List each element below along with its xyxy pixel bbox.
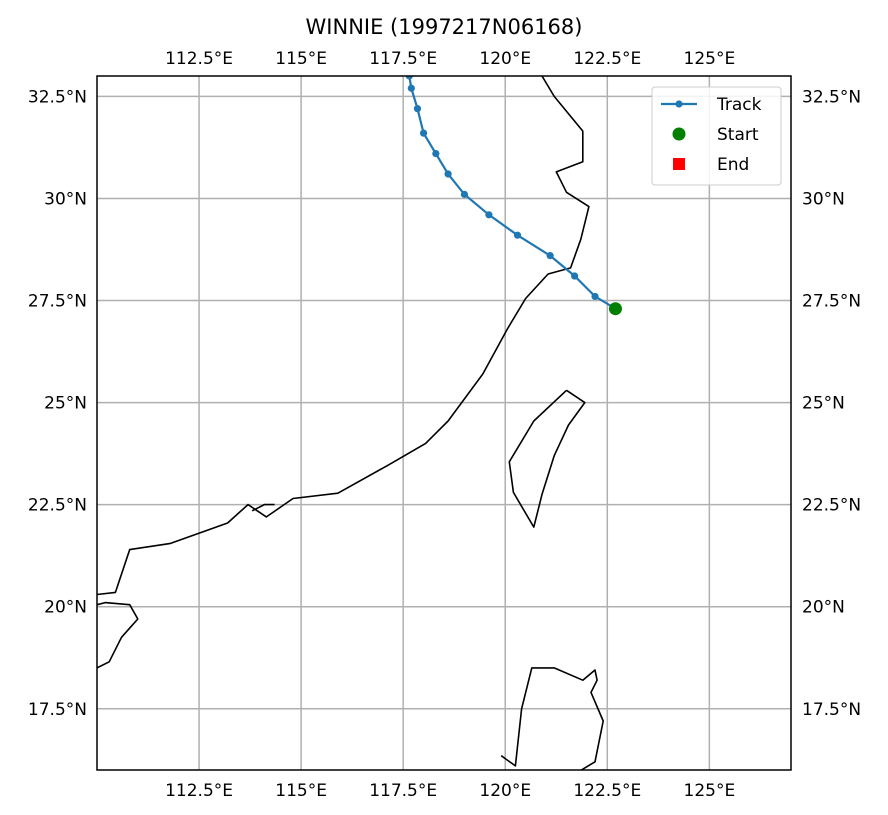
tick-label-lat-left: 22.5°N: [28, 496, 87, 516]
track-point: [405, 76, 413, 80]
tick-label-lat-left: 27.5°N: [28, 292, 87, 312]
track-layer: [405, 76, 622, 316]
legend-label: Track: [716, 95, 762, 115]
legend-start-marker: [672, 127, 686, 141]
tick-label-lon-bottom: 117.5°E: [369, 781, 437, 801]
tick-label-lon-bottom: 112.5°E: [165, 781, 233, 801]
tick-label-lon-top: 122.5°E: [573, 49, 641, 69]
coastline: [97, 601, 139, 669]
tick-label-lon-bottom: 120°E: [479, 781, 531, 801]
track-point: [460, 190, 469, 198]
track-point: [419, 129, 428, 137]
track-line: [408, 76, 617, 310]
coastline: [97, 76, 590, 596]
track-point: [432, 149, 440, 158]
tick-label-lat-left: 30°N: [44, 189, 87, 209]
track-point: [413, 105, 422, 113]
start-marker: [608, 302, 622, 316]
track-point: [485, 211, 493, 219]
coastlines: [97, 76, 605, 770]
tick-label-lat-left: 20°N: [44, 598, 87, 618]
tick-label-lat-right: 22.5°N: [802, 496, 861, 516]
tick-label-lon-top: 120°E: [479, 49, 531, 69]
tick-labels: 112.5°E 112.5°E 115°E 115°E 117.5°E 117.5°E 12…: [28, 49, 861, 801]
coastline: [500, 667, 605, 770]
tick-label-lon-bottom: 115°E: [275, 781, 327, 801]
legend-end-marker: [673, 158, 685, 170]
track-point: [407, 84, 415, 92]
tick-label-lat-right: 17.5°N: [802, 700, 861, 720]
tick-label-lon-top: 117.5°E: [369, 49, 437, 69]
track-point: [591, 292, 599, 301]
map-title: WINNIE (1997217N06168): [306, 15, 583, 39]
track-point: [513, 231, 522, 239]
track-point: [444, 170, 452, 178]
track-point: [571, 272, 579, 280]
tick-label-lon-bottom: 125°E: [684, 781, 736, 801]
tick-label-lon-top: 125°E: [684, 49, 736, 69]
tick-label-lat-right: 30°N: [802, 189, 845, 209]
tick-label-lat-right: 27.5°N: [802, 292, 861, 312]
tick-label-lat-right: 25°N: [802, 394, 845, 414]
legend: Track Start End: [651, 86, 782, 186]
tick-label-lon-bottom: 122.5°E: [573, 781, 641, 801]
tick-label-lat-right: 32.5°N: [802, 87, 861, 107]
track-point: [546, 252, 554, 260]
tick-label-lat-right: 20°N: [802, 598, 845, 618]
legend-label: Start: [717, 125, 759, 145]
legend-label: End: [717, 155, 749, 175]
tick-label-lon-top: 112.5°E: [165, 49, 233, 69]
map-frame: [96, 75, 792, 771]
tick-label-lon-top: 115°E: [275, 49, 327, 69]
tick-label-lat-left: 17.5°N: [28, 700, 87, 720]
tick-label-lat-left: 25°N: [44, 394, 87, 414]
coastline: [508, 389, 586, 528]
tick-label-lat-left: 32.5°N: [28, 87, 87, 107]
legend-track-dot: [675, 100, 683, 108]
coastline: [251, 503, 275, 512]
